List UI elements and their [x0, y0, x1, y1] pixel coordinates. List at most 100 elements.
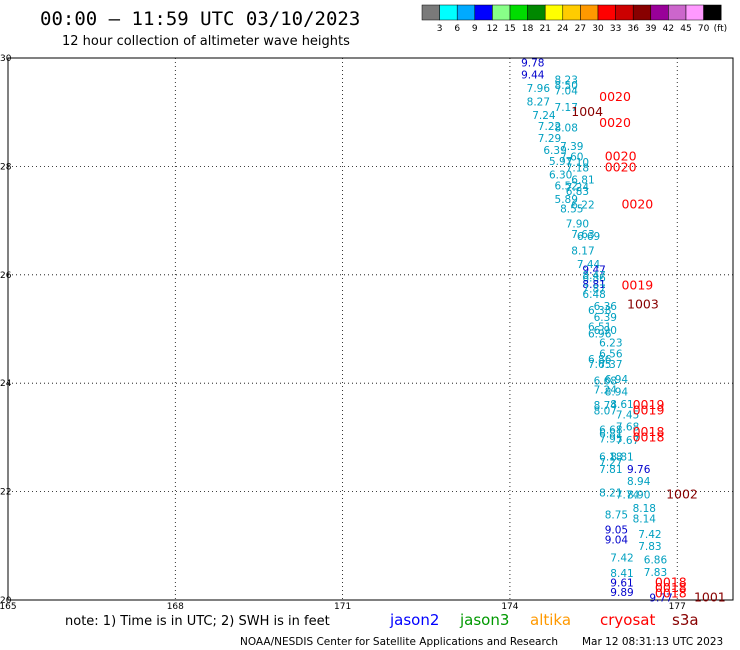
swh-label: 6.81	[571, 174, 594, 186]
colorbar-swatch	[703, 4, 722, 21]
swh-label: 7.22	[538, 121, 561, 133]
swh-label: 6.86	[582, 273, 606, 285]
swh-label: 9.89	[610, 587, 633, 599]
colorbar-unit: (ft)	[714, 24, 728, 34]
swh-label: 7.29	[538, 133, 561, 145]
swh-label: 6.94	[605, 374, 629, 386]
x-tick-label: 177	[669, 602, 686, 612]
swh-label: 7.65	[588, 359, 611, 371]
colorbar-label: 45	[680, 24, 691, 34]
y-tick-label: 24	[0, 379, 12, 389]
colorbar-label: 36	[627, 24, 639, 34]
swh-label: 7.67	[616, 435, 639, 447]
time-label: 1003	[627, 297, 659, 312]
swh-label: 7.96	[527, 83, 551, 95]
swh-label: 7.24	[594, 385, 618, 397]
colorbar-swatch	[580, 4, 599, 21]
colorbar-swatch	[632, 4, 652, 21]
swh-label: 9.78	[521, 57, 544, 69]
swh-label: 6.22	[571, 199, 594, 211]
swh-label: 7.04	[555, 86, 579, 98]
swh-label: 9.77	[649, 592, 672, 604]
y-tick-label: 28	[0, 162, 12, 172]
swh-label: 6.81	[599, 429, 622, 441]
colorbar: 3 6 9 12 15 18 21 24 27 30 33 36 39 42 45 70 (ft)	[421, 4, 728, 34]
swh-label: 7.95	[599, 433, 622, 445]
time-label: 0019	[633, 397, 665, 412]
swh-label: 6.69	[577, 231, 600, 243]
swh-label: 7.27	[599, 457, 622, 469]
swh-label: 8.41	[610, 568, 633, 580]
colorbar-label: 21	[539, 24, 550, 34]
time-label: 0020	[605, 149, 637, 164]
legend-s3a: s3a	[672, 611, 699, 629]
time-label: 0018	[655, 580, 687, 595]
colorbar-swatch	[509, 4, 528, 21]
swh-label: 9.47	[582, 264, 605, 276]
swh-label: 6.51	[588, 321, 611, 333]
swh-label: 6.36	[594, 301, 618, 313]
swh-label: 5.97	[549, 156, 572, 168]
swh-label: 7.17	[555, 102, 578, 114]
swh-label: 7.87	[582, 283, 605, 295]
colorbar-swatch	[650, 4, 669, 21]
swh-label: 6.23	[599, 338, 622, 350]
footer-timestamp: Mar 12 08:31:13 UTC 2023	[582, 636, 723, 648]
colorbar-swatch	[456, 4, 476, 21]
chart-title: 00:00 – 11:59 UTC 03/10/2023	[40, 8, 360, 30]
swh-label: 8.21	[599, 488, 622, 500]
swh-label: 6.56	[599, 348, 623, 360]
y-tick-label: 22	[0, 488, 11, 498]
swh-label: 8.61	[610, 399, 633, 411]
axis-ticks: 165 168 171 174 177 20 22 24 26 28 30	[0, 54, 686, 612]
swh-label: 8.07	[594, 405, 617, 417]
swh-label: 6.39	[543, 145, 566, 157]
colorbar-label: 39	[645, 24, 657, 34]
x-tick-label: 168	[167, 602, 184, 612]
colorbar-label: 42	[663, 24, 674, 34]
swh-label: 6.48	[582, 289, 605, 301]
swh-label: 6.39	[594, 312, 617, 324]
time-label: 0020	[599, 89, 631, 104]
y-tick-label: 30	[0, 54, 12, 64]
time-label: 1002	[666, 486, 698, 501]
swh-label: 9.05	[605, 525, 628, 537]
swh-label: 8.75	[605, 509, 628, 521]
legend-cryosat: cryosat	[600, 611, 655, 629]
time-label: 0020	[599, 115, 631, 130]
swh-label: 7.83	[638, 541, 661, 553]
colorbar-swatch	[527, 4, 546, 21]
legend-jason2: jason2	[389, 611, 439, 629]
colorbar-label: 30	[592, 24, 604, 34]
time-label: 0018	[633, 429, 665, 444]
swh-label: 7.45	[616, 410, 639, 422]
swh-label: 7.68	[616, 422, 639, 434]
colorbar-swatch	[615, 4, 634, 21]
x-tick-label: 171	[334, 602, 351, 612]
swh-label: 7.37	[599, 359, 622, 371]
colorbar-swatch	[685, 4, 704, 21]
swh-label: 6.86	[588, 354, 612, 366]
swh-label: 7.63	[571, 229, 594, 241]
swh-label: 7.74	[616, 489, 640, 501]
swh-label: 6.52	[555, 180, 578, 192]
chart-subtitle: 12 hour collection of altimeter wave hei…	[62, 34, 350, 49]
swh-label: 6.90	[594, 325, 617, 337]
colorbar-label: 70	[698, 24, 710, 34]
x-tick-label: 174	[501, 602, 518, 612]
swh-label: 9.76	[627, 464, 651, 476]
swh-label: 7.10	[566, 157, 589, 169]
swh-label: 8.94	[627, 476, 651, 488]
grid	[8, 58, 733, 600]
swh-label: 7.24	[566, 182, 590, 194]
colorbar-label: 6	[454, 24, 460, 34]
x-tick-label: 165	[0, 602, 17, 612]
swh-label: 9.44	[521, 69, 545, 81]
legend-jason3: jason3	[459, 611, 509, 629]
swh-label: 7.44	[577, 259, 601, 271]
time-label: 0020	[621, 196, 653, 211]
swh-label: 8.14	[633, 514, 657, 526]
legend-altika: altika	[530, 611, 571, 629]
time-label: 0018	[633, 424, 665, 439]
